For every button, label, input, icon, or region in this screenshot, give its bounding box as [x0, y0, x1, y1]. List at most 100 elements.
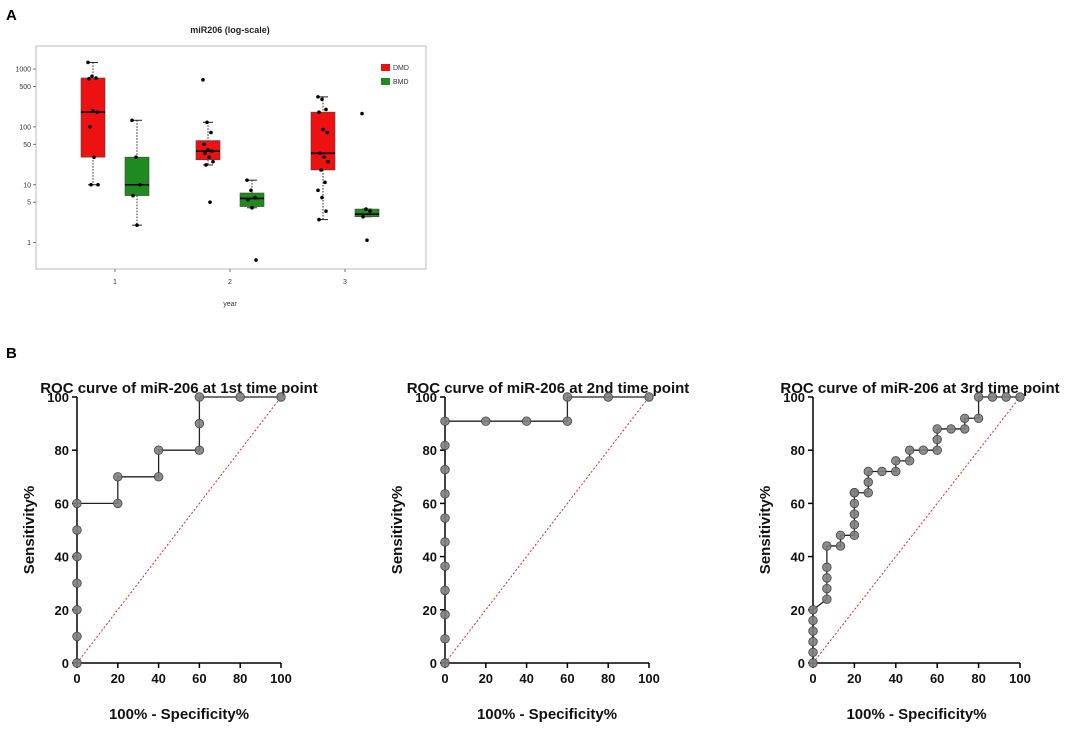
panel-label-a: A	[6, 7, 17, 24]
roc-ylabel: Sensitivity%	[21, 486, 38, 574]
roc-xtick-label: 40	[519, 671, 533, 686]
roc-ytick-label: 0	[430, 656, 437, 671]
roc-point	[72, 498, 82, 509]
roc-point	[1015, 392, 1025, 402]
legend-label-bmd: BMD	[393, 79, 409, 86]
roc-point	[863, 466, 873, 477]
roc-xtick-label: 100	[1009, 671, 1031, 686]
data-point	[134, 155, 138, 159]
roc-point	[562, 392, 573, 402]
roc-point	[863, 488, 873, 498]
data-point	[88, 125, 92, 129]
data-point	[130, 118, 134, 123]
data-point	[92, 155, 96, 159]
data-point	[138, 182, 142, 187]
roc-reference-line	[76, 396, 282, 664]
roc-title: ROC curve of miR-206 at 3rd time point	[780, 380, 1059, 397]
roc-point	[440, 609, 450, 620]
roc-point	[440, 440, 450, 451]
roc-point	[1001, 392, 1011, 402]
roc-point	[113, 472, 123, 482]
roc-point	[440, 634, 450, 644]
boxplot-ytick-label: 5	[27, 200, 31, 207]
data-point	[316, 188, 320, 193]
roc-point	[153, 472, 164, 482]
panel-label-b: B	[6, 345, 17, 362]
data-point	[96, 182, 100, 187]
boxplot-boxes	[80, 61, 380, 226]
data-point	[131, 193, 135, 198]
roc-xtick-label: 20	[479, 671, 493, 686]
roc-xtick-label: 20	[847, 671, 861, 686]
roc-point	[849, 509, 860, 519]
roc-xlabel: 100% - Specificity%	[846, 706, 986, 723]
roc-point	[822, 583, 832, 594]
roc-point	[973, 413, 984, 423]
boxplot-xtick-label: 2	[228, 279, 232, 286]
roc-xtick-label: 0	[73, 671, 80, 686]
data-point	[201, 78, 205, 82]
data-point	[368, 209, 372, 213]
roc-xtick-label: 100	[270, 671, 292, 686]
roc-xtick-label: 60	[560, 671, 574, 686]
roc-point	[440, 658, 450, 668]
data-point	[317, 110, 321, 114]
box-dmd-year-3	[310, 111, 336, 171]
data-point	[95, 110, 99, 114]
box-bmd-year-1	[124, 156, 150, 196]
data-point	[250, 205, 254, 210]
roc-point	[808, 658, 818, 668]
roc-point	[891, 466, 901, 477]
data-point	[324, 209, 328, 213]
data-point	[202, 142, 206, 147]
roc-ytick-label: 40	[423, 550, 437, 565]
data-point	[325, 130, 329, 135]
data-point	[318, 151, 322, 156]
roc-point	[822, 594, 832, 604]
roc-xtick-label: 60	[192, 671, 206, 686]
roc-point	[973, 392, 984, 402]
roc-xlabel: 100% - Specificity%	[109, 706, 249, 723]
data-point	[320, 195, 324, 200]
data-point	[254, 258, 258, 262]
roc-ytick-label: 40	[791, 550, 805, 565]
roc-point	[153, 445, 164, 455]
data-point	[323, 180, 327, 185]
legend-swatch-dmd	[381, 64, 390, 71]
boxplot-chart: miR206 (log-scale) year 1 5 10 50 100 500 1000…	[15, 25, 427, 308]
roc-xtick-label: 100	[638, 671, 660, 686]
roc-ytick-label: 80	[791, 443, 805, 458]
legend-swatch-bmd	[381, 78, 390, 85]
boxplot-ytick-label: 1000	[15, 67, 31, 74]
roc-point	[960, 413, 970, 423]
data-point	[205, 120, 209, 125]
roc-xtick-label: 0	[441, 671, 448, 686]
roc-point	[932, 434, 942, 445]
roc-point	[194, 392, 205, 402]
roc-xtick-label: 80	[971, 671, 985, 686]
data-point	[322, 155, 326, 159]
roc-point	[918, 445, 929, 455]
boxplot-ytick-label: 1	[27, 240, 31, 247]
roc-ytick-label: 40	[55, 550, 69, 565]
roc-xlabel: 100% - Specificity%	[477, 706, 617, 723]
box-bmd-year-2	[239, 192, 265, 207]
roc-ytick-label: 20	[791, 603, 805, 618]
data-point	[94, 76, 98, 80]
roc-point	[849, 498, 860, 509]
roc-ytick-label: 0	[798, 656, 805, 671]
roc-xtick-label: 40	[889, 671, 903, 686]
roc-point	[808, 637, 818, 647]
roc-point	[72, 658, 82, 668]
roc-point	[562, 416, 573, 426]
data-point	[319, 168, 323, 172]
data-point	[324, 107, 328, 112]
data-point	[86, 60, 90, 65]
roc-point	[932, 424, 942, 434]
data-point	[365, 238, 369, 243]
roc-ytick-label: 60	[55, 496, 69, 511]
roc-point	[440, 513, 450, 523]
roc-xtick-label: 60	[930, 671, 944, 686]
roc-ytick-label: 100	[783, 390, 805, 405]
